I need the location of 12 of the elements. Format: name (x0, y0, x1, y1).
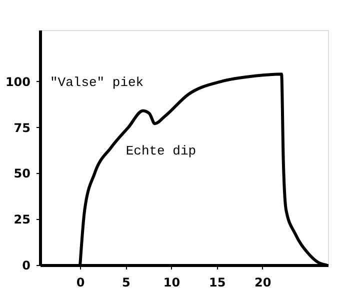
annotation: "Valse" piek (50, 74, 144, 90)
y-tick-label: 100 (5, 74, 30, 89)
y-tick-label: 0 (22, 258, 30, 272)
x-tick-label: 10 (163, 276, 180, 290)
x-tick-label: 0 (76, 276, 85, 290)
x-tick-label: 15 (208, 276, 226, 290)
x-tick-label: 5 (122, 276, 130, 290)
x-tick-label: 20 (254, 276, 272, 290)
annotation: Echte dip (126, 144, 196, 159)
y-tick-label: 50 (14, 166, 30, 181)
y-tick-label: 25 (14, 212, 30, 227)
y-tick-label: 75 (14, 120, 30, 135)
